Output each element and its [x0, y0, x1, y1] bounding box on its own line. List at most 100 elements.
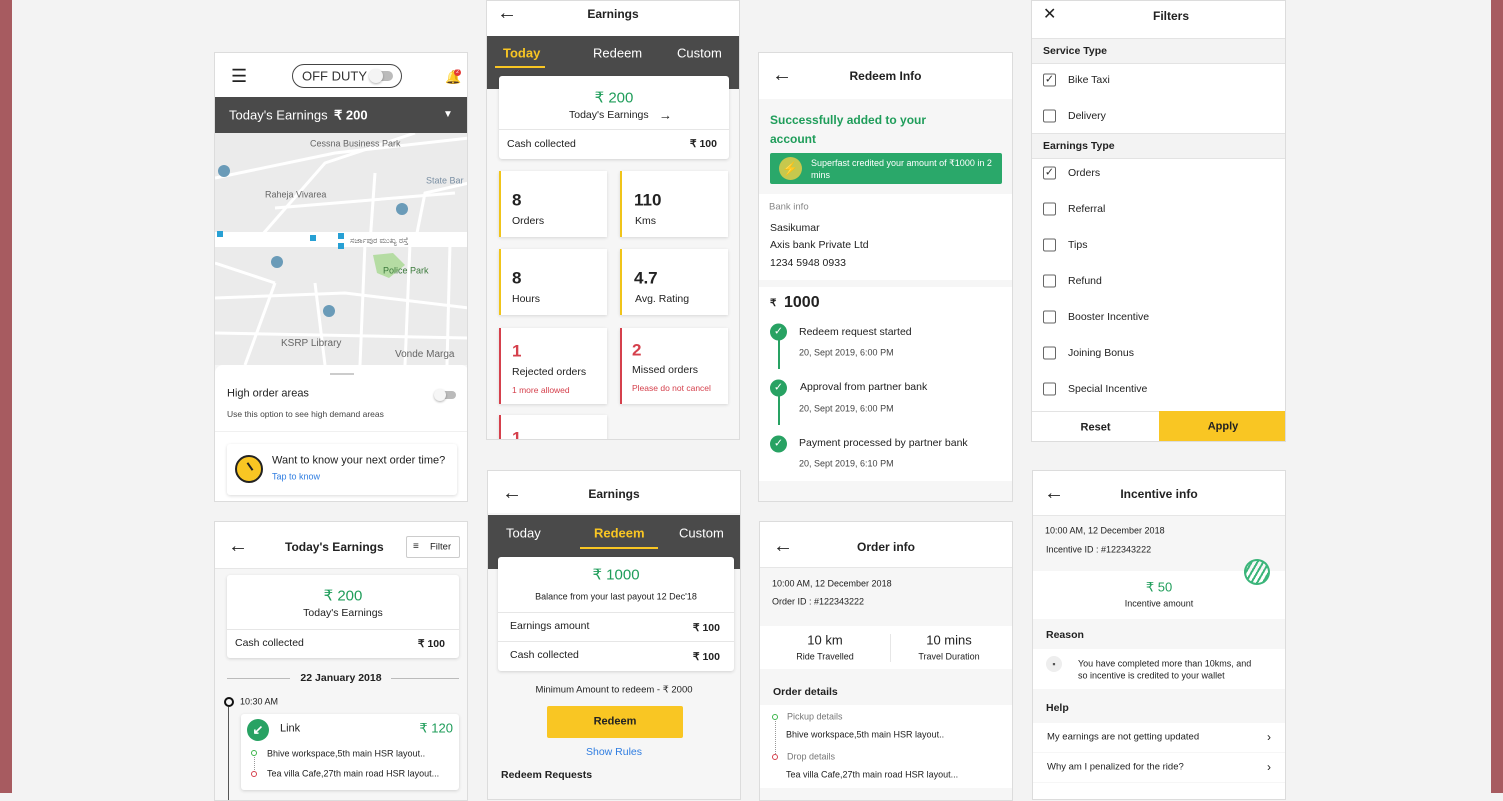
page-title: Today's Earnings — [285, 540, 384, 554]
apply-label: Apply — [1207, 420, 1239, 433]
help-item-label: My earnings are not getting updated — [1047, 731, 1200, 743]
tab-redeem[interactable]: Redeem — [593, 45, 643, 61]
tab-today[interactable]: Today — [506, 525, 541, 541]
checkbox-joining-bonus[interactable] — [1043, 346, 1056, 360]
high-order-subtitle: Use this option to see high demand areas — [227, 408, 384, 419]
filter-label: Booster Incentive — [1068, 310, 1150, 323]
step-time: 20, Sept 2019, 6:10 PM — [799, 458, 894, 469]
bank-name: Axis bank Private Ltd — [770, 238, 869, 251]
checkbox-bike-taxi[interactable]: ✓ — [1043, 73, 1056, 87]
earnings-summary-card: ₹ 200 Today's Earnings Cash collected ₹ … — [227, 575, 459, 658]
order-id: Order ID : #122343222 — [772, 596, 865, 607]
reset-label: Reset — [1080, 421, 1111, 434]
stat-value: 2 — [632, 340, 642, 360]
chevron-right-icon: › — [1267, 730, 1271, 744]
show-rules-link[interactable]: Show Rules — [585, 745, 643, 758]
duration-label: Travel Duration — [918, 651, 980, 662]
close-icon[interactable]: ✕ — [1043, 6, 1057, 23]
back-arrow-icon[interactable]: ← — [497, 2, 517, 24]
drag-handle[interactable] — [330, 373, 354, 375]
next-order-card[interactable]: Want to know your next order time? Tap t… — [227, 444, 457, 495]
stat-label: Avg. Rating — [635, 292, 690, 305]
incentive-info-screen: ← Incentive info 10:00 AM, 12 December 2… — [1032, 470, 1286, 800]
stat-value: 110 — [634, 190, 662, 210]
balance-label: Balance from your last payout 12 Dec'18 — [535, 591, 697, 602]
timer-icon — [235, 455, 263, 483]
earnings-summary-card[interactable]: ₹ 200 Today's Earnings → Cash collected … — [499, 76, 729, 159]
redeem-info-screen: ← Redeem Info Successfully added to your… — [758, 52, 1013, 502]
drop-address: Tea villa Cafe,27th main road HSR layout… — [267, 768, 440, 779]
section-header: Earnings Type — [1043, 139, 1115, 152]
filter-button[interactable]: ≡ Filter — [406, 536, 460, 558]
stat-card-missed: 2 Missed orders Please do not cancel — [620, 328, 728, 404]
map-label: ಸರ್ಜಾಪುರ ಮುಖ್ಯ ರಸ್ತೆ — [350, 236, 409, 245]
link-order-icon: ↙ — [247, 719, 269, 741]
stat-value: 4.7 — [634, 268, 658, 288]
arrow-right-icon[interactable]: → — [659, 107, 672, 123]
pickup-address: Bhive workspace,5th main HSR layout.. — [267, 748, 426, 759]
high-order-toggle[interactable] — [434, 389, 456, 401]
minimum-redeem-note: Minimum Amount to redeem - ₹ 2000 — [535, 684, 693, 696]
account-number: 1234 5948 0933 — [770, 256, 846, 269]
back-arrow-icon[interactable]: ← — [772, 64, 792, 86]
drop-address: Tea villa Cafe,27th main road HSR layout… — [786, 769, 959, 780]
redeem-button[interactable]: Redeem — [547, 706, 683, 738]
back-arrow-icon[interactable]: ← — [773, 535, 793, 557]
map[interactable]: Cessna Business Park State Bar Raheja Vi… — [215, 133, 467, 365]
stat-note: Please do not cancel — [632, 382, 711, 393]
earnings-label: Today's Earnings — [229, 107, 328, 123]
message-icon: ▪ — [1046, 656, 1062, 672]
map-label: Raheja Vivarea — [265, 189, 327, 200]
cash-value: ₹ 100 — [417, 637, 445, 650]
order-card[interactable]: ↙ Link ₹ 120 Bhive workspace,5th main HS… — [241, 714, 459, 790]
checkbox-refund[interactable] — [1043, 274, 1056, 288]
stat-label: Orders — [512, 214, 545, 227]
notification-badge: 2 — [454, 69, 461, 76]
stat-card-kms: 110 Kms — [620, 171, 728, 237]
banner-text: Superfast credited your amount of ₹1000 … — [811, 158, 992, 180]
tap-to-know-link[interactable]: Tap to know — [272, 471, 321, 482]
account-holder: Sasikumar — [770, 221, 820, 234]
earnings-amount-label: Earnings amount — [510, 619, 590, 632]
duty-switch[interactable] — [369, 69, 393, 83]
menu-icon[interactable]: ☰ — [231, 66, 248, 86]
back-arrow-icon[interactable]: ← — [228, 535, 248, 557]
incentive-amount-label: Incentive amount — [1124, 598, 1194, 609]
checkbox-special-incentive[interactable] — [1043, 382, 1056, 396]
next-order-title: Want to know your next order time? — [272, 454, 446, 467]
tab-custom[interactable]: Custom — [677, 45, 722, 61]
tab-today[interactable]: Today — [503, 45, 541, 61]
checkbox-orders[interactable]: ✓ — [1043, 166, 1056, 180]
redeem-requests-header: Redeem Requests — [501, 768, 593, 781]
stat-card-rating: 4.7 Avg. Rating — [620, 249, 728, 315]
stat-label: Hours — [512, 292, 541, 305]
checkbox-delivery[interactable] — [1043, 109, 1056, 123]
earnings-amount: ₹ 200 — [594, 89, 634, 107]
earnings-label: Today's Earnings — [303, 606, 383, 619]
back-arrow-icon[interactable]: ← — [1044, 482, 1064, 504]
stat-card-extra: 1 — [499, 415, 607, 439]
duty-toggle[interactable]: OFF DUTY — [292, 64, 402, 88]
chevron-down-icon[interactable]: ▼ — [443, 109, 453, 120]
filter-label: Bike Taxi — [1068, 73, 1110, 86]
back-arrow-icon[interactable]: ← — [502, 482, 522, 504]
earnings-bar[interactable]: Today's Earnings ₹ 200 ▼ — [215, 97, 467, 133]
tab-custom[interactable]: Custom — [679, 525, 724, 541]
help-item-label: Why am I penalized for the ride? — [1047, 761, 1184, 773]
checkbox-tips[interactable] — [1043, 238, 1056, 252]
checkbox-booster-incentive[interactable] — [1043, 310, 1056, 324]
check-icon: ✓ — [770, 435, 787, 453]
stat-card-rejected: 1 Rejected orders 1 more allowed — [499, 328, 607, 404]
apply-button[interactable]: Apply — [1159, 411, 1285, 441]
checkbox-referral[interactable] — [1043, 202, 1056, 216]
stat-value: 8 — [512, 268, 522, 288]
page-title: Redeem Info — [849, 69, 922, 83]
pickup-pin-icon — [772, 714, 778, 720]
page-title: Earnings — [588, 487, 640, 501]
reset-button[interactable]: Reset — [1032, 411, 1159, 441]
incentive-id: Incentive ID : #122343222 — [1046, 544, 1152, 555]
help-item[interactable]: Why am I penalized for the ride? › — [1033, 753, 1285, 782]
help-item[interactable]: My earnings are not getting updated › — [1033, 723, 1285, 752]
tab-redeem[interactable]: Redeem — [594, 525, 645, 541]
check-icon: ✓ — [770, 323, 787, 341]
